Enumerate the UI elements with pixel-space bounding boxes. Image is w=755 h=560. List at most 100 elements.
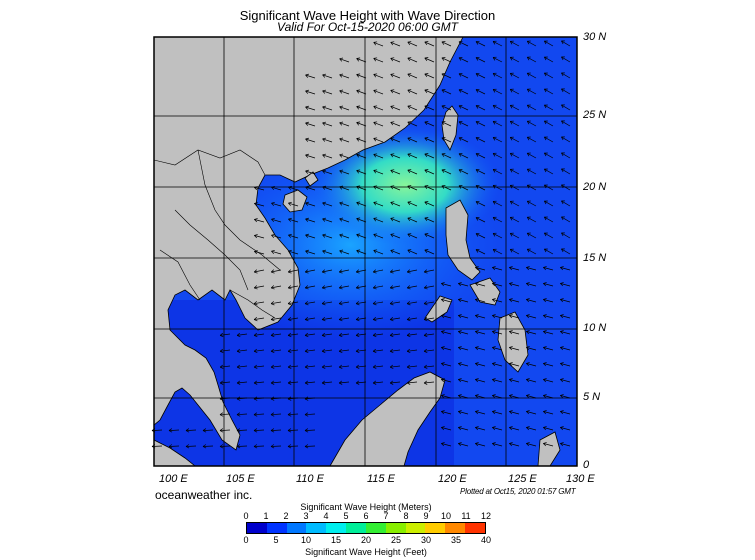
wave-arrow-head [219,396,224,400]
wave-arrow [424,233,435,239]
wave-arrow-head [492,346,496,348]
wave-arrow-head [338,350,343,354]
wave-arrow-head [253,317,258,320]
wave-arrow [254,251,265,255]
wave-arrow-head [373,218,377,222]
wave-arrow-head [509,201,513,205]
wave-arrow [441,185,452,191]
wave-arrow-head [441,394,445,396]
wave-arrow [526,283,537,287]
wave-arrow [441,379,452,383]
wave-arrow [305,218,316,223]
wave-arrow-head [475,121,479,125]
wave-arrow [458,395,469,399]
wave-arrow-head [304,414,309,417]
wave-arrow-head [373,202,377,206]
wave-arrow-head [441,89,445,93]
wave-arrow-head [406,269,411,273]
wave-arrow [271,333,282,336]
wave-arrow [475,121,486,127]
wave-arrow-head [322,121,326,124]
wave-arrow-head [304,348,309,352]
wave-arrow [510,88,520,95]
wave-arrow-head [475,363,479,367]
wave-arrow-head [304,382,309,385]
wave-arrow-head [322,234,326,238]
wave-arrow-head [355,332,360,336]
wave-arrow [339,250,350,255]
wave-arrow [527,136,537,143]
lon-label-125e: 125 E [508,473,537,485]
wave-arrow [356,317,367,320]
wave-arrow [510,216,520,223]
wave-arrow [339,90,350,95]
colorbar-meter-tick: 0 [243,511,249,521]
wave-arrow-head [407,201,412,203]
wave-arrow [527,56,537,63]
wave-arrow-head [305,185,309,188]
wave-arrow [441,89,452,95]
wave-arrow [237,365,248,368]
wave-arrow [424,285,435,289]
wave-arrow [305,122,316,127]
wave-arrow [373,285,384,289]
wave-arrow-head [560,267,564,271]
wave-arrow-head [271,249,275,252]
wave-arrow-head [526,41,530,45]
colorbar-meter-tick: 7 [383,511,389,521]
wave-arrow-head [561,40,564,45]
wave-arrow-head [287,380,292,384]
wave-arrow-head [526,330,530,332]
wave-arrow [492,299,503,303]
wave-arrow-head [560,266,564,268]
wave-arrow-head [322,153,326,156]
lat-lon-grid [154,37,577,466]
wave-arrow-head [458,331,462,335]
wave-arrow-head [543,232,547,237]
wave-arrow-head [389,317,394,320]
wave-arrow-head [509,426,513,428]
wave-arrow-head [561,104,564,109]
wave-arrow [424,57,435,63]
wave-arrow-head [492,347,496,351]
wave-arrow-head [288,249,292,252]
wave-arrow-head [492,363,496,367]
wave-arrow-head [424,185,428,190]
wave-arrow-head [543,427,547,431]
wave-arrow [322,349,333,352]
wave-arrow-head [356,153,361,155]
wave-arrow-head [321,335,326,338]
wave-arrow-head [373,233,378,235]
wave-arrow [236,445,248,447]
colorbar-segment [306,523,327,533]
wave-arrow-head [561,248,564,253]
wave-arrow-head [492,427,496,431]
wave-arrow-head [373,201,378,203]
wave-arrow [424,169,435,175]
wave-arrow-head [424,73,429,75]
wave-arrow-head [509,330,513,332]
wave-arrow-head [509,346,513,348]
wave-arrow [492,105,503,111]
wave-arrow [253,413,265,416]
wave-arrow-head [492,411,496,415]
wave-arrow [424,41,435,47]
wave-arrow-head [458,41,462,45]
wave-arrow [339,186,350,191]
wave-arrow-head [406,380,411,384]
wave-arrow-head [338,319,343,322]
wave-arrow [356,218,367,223]
wave-arrow-head [407,57,412,59]
wave-arrow-head [423,380,428,384]
wave-arrow [458,347,469,351]
wave-arrow-head [543,331,547,335]
plotted-time: Plotted at Oct15, 2020 01:57 GMT [460,487,576,496]
wave-arrow-head [373,186,377,190]
wave-arrow [510,200,520,207]
wave-arrow-head [424,249,428,254]
wave-arrow [373,106,384,111]
wave-arrow [561,72,571,79]
wave-arrow [236,413,248,416]
wave-arrow-head [424,287,428,290]
wave-arrow [509,379,520,383]
